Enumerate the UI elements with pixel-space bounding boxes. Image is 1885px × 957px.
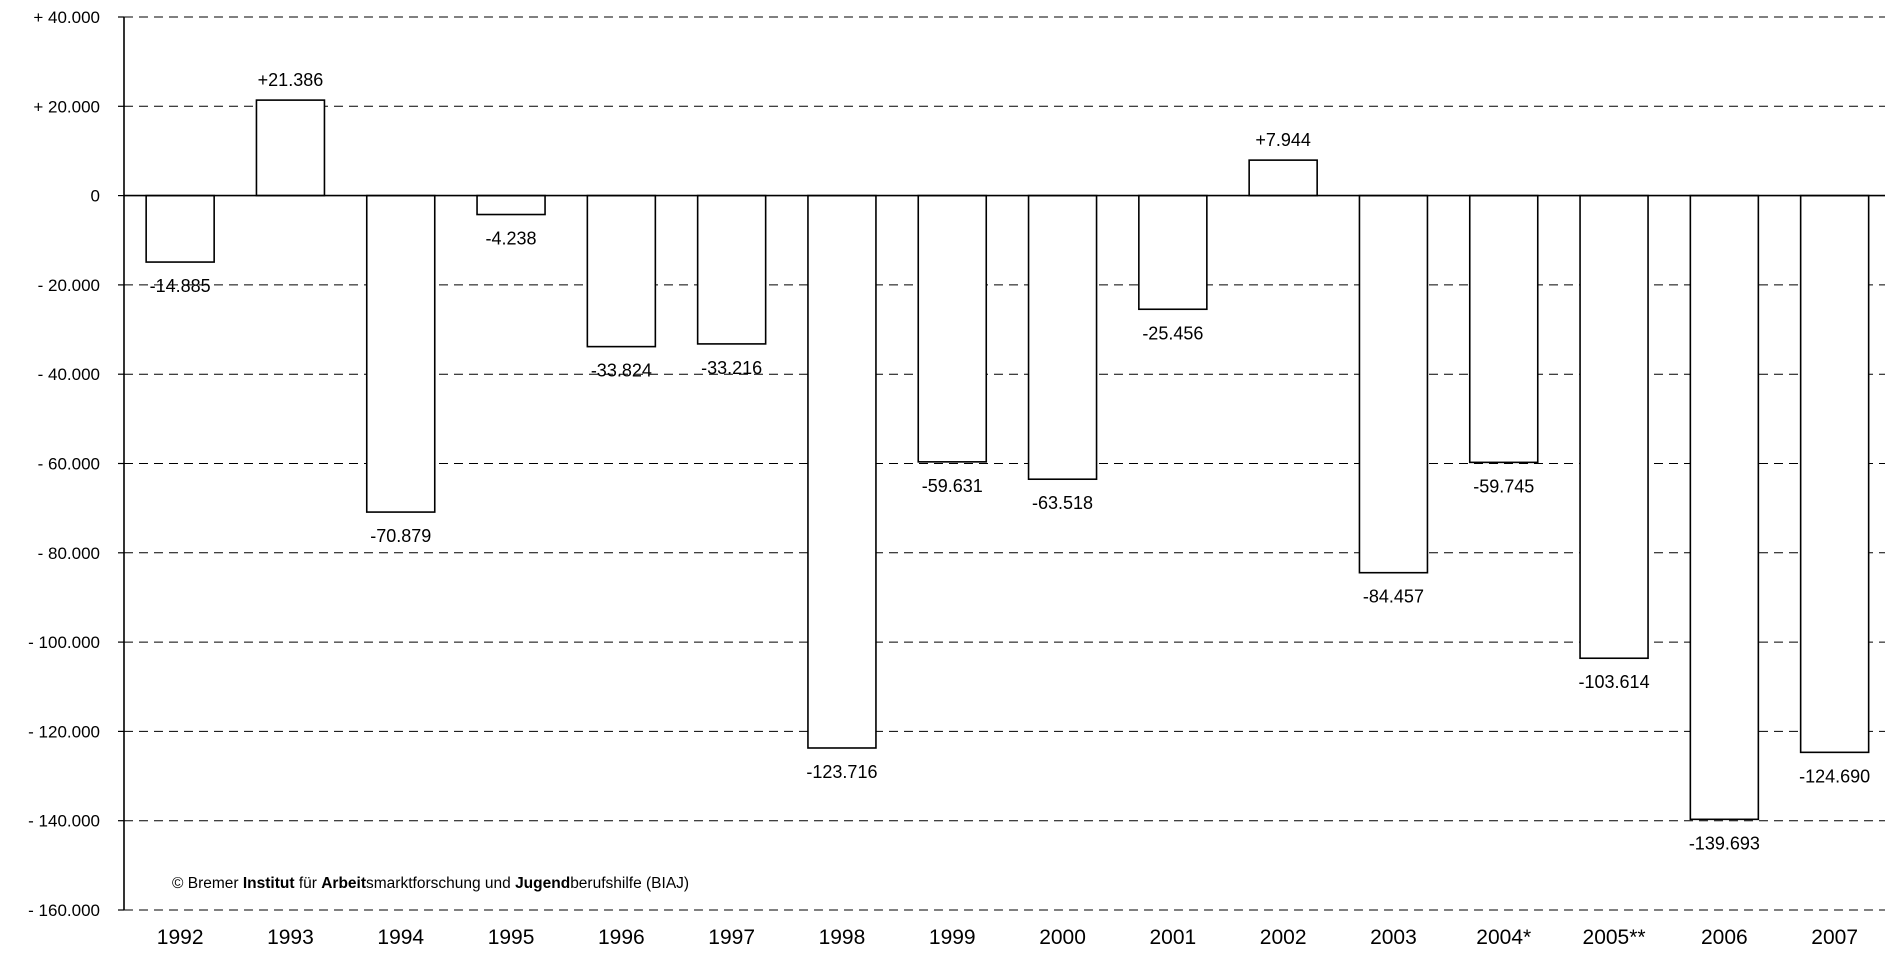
data-label-1997: -33.216 [701,358,762,378]
bar-1993 [255,99,326,197]
data-label-2000: -63.518 [1032,493,1093,513]
data-label-1999: -59.631 [922,476,983,496]
bar-1992 [145,194,215,263]
copyright-text-3: berufshilfe (BIAJ) [570,875,689,892]
data-label-2003: -84.457 [1363,587,1424,607]
y-tick-label: - 100.000 [28,633,100,652]
y-tick-label: - 160.000 [28,901,100,920]
y-tick-label: + 20.000 [33,97,100,116]
x-tick-label-1997: 1997 [708,926,755,949]
bar-2003 [1358,194,1429,574]
x-tick-label-1995: 1995 [488,926,535,949]
bar-2001 [1138,194,1208,311]
bar-2002 [1248,159,1318,197]
y-tick-label: - 20.000 [38,276,100,295]
copyright-text-1: für [295,875,322,892]
x-tick-label-1993: 1993 [267,926,314,949]
bar-1998 [807,194,877,749]
x-tick-label-1998: 1998 [819,926,866,949]
data-label-2005**: -103.614 [1579,672,1650,692]
bar-1994 [365,194,436,513]
data-label-2001: -25.456 [1142,323,1203,343]
x-tick-label-2005**: 2005** [1583,926,1646,949]
x-tick-label-1999: 1999 [929,926,976,949]
y-tick-label: + 40.000 [33,8,100,27]
data-label-1996: -33.824 [591,361,652,381]
data-label-1995: -4.238 [486,229,537,249]
y-tick-label: - 140.000 [28,812,100,831]
bar-2005** [1579,194,1649,660]
x-tick-label-2003: 2003 [1370,926,1417,949]
bars [145,99,1870,821]
x-axis-tick-labels: 1992 1993 1994 1995 1996 1997 1998 1999 2000 2001… [157,926,1858,949]
data-label-2004*: -59.745 [1473,476,1534,496]
copyright-note: © Bremer Institut für Arbeitsmarktforsch… [172,875,689,892]
data-label-1993: +21.386 [258,70,324,90]
data-label-1992: -14.885 [150,276,211,296]
x-tick-label-2002: 2002 [1260,926,1307,949]
bar-2007 [1799,194,1870,754]
copyright-prefix: © Bremer [172,875,243,892]
y-tick-label: 0 [91,187,100,206]
data-label-2007: -124.690 [1799,766,1870,786]
data-label-2006: -139.693 [1689,833,1760,853]
y-tick-label: - 40.000 [38,365,100,384]
copyright-text-2: smarktforschung und [366,875,515,892]
x-tick-label-1996: 1996 [598,926,645,949]
data-label-2002: +7.944 [1255,130,1311,150]
x-tick-label-2004*: 2004* [1476,926,1531,949]
x-tick-label-2007: 2007 [1811,926,1858,949]
x-tick-label-1994: 1994 [377,926,424,949]
x-tick-label-2001: 2001 [1149,926,1196,949]
data-label-1998: -123.716 [806,762,877,782]
x-tick-label-2006: 2006 [1701,926,1748,949]
y-axis-tick-labels: + 40.000 + 20.000 0 - 20.000 - 40.000 - 60.00… [28,8,100,920]
copyright-bold-jugend: Jugend [515,875,570,892]
data-label-1994: -70.879 [370,526,431,546]
copyright-bold-institut: Institut [243,875,295,892]
y-tick-label: - 60.000 [38,455,100,474]
bar-1995 [476,194,546,216]
x-tick-label-2000: 2000 [1039,926,1086,949]
x-tick-label-1992: 1992 [157,926,204,949]
bar-2004* [1468,194,1539,464]
bar-1996 [586,194,657,348]
bar-2006 [1689,194,1760,821]
copyright-bold-arbeit: Arbeit [321,875,366,892]
bar-2000 [1027,194,1098,481]
bar-1999 [917,194,988,463]
bar-1997 [696,194,767,345]
y-tick-label: - 120.000 [28,722,100,741]
y-tick-label: - 80.000 [38,544,100,563]
data-labels: -14.885 +21.386 -70.879 -4.238 -33.824 -33.21… [150,70,1871,853]
